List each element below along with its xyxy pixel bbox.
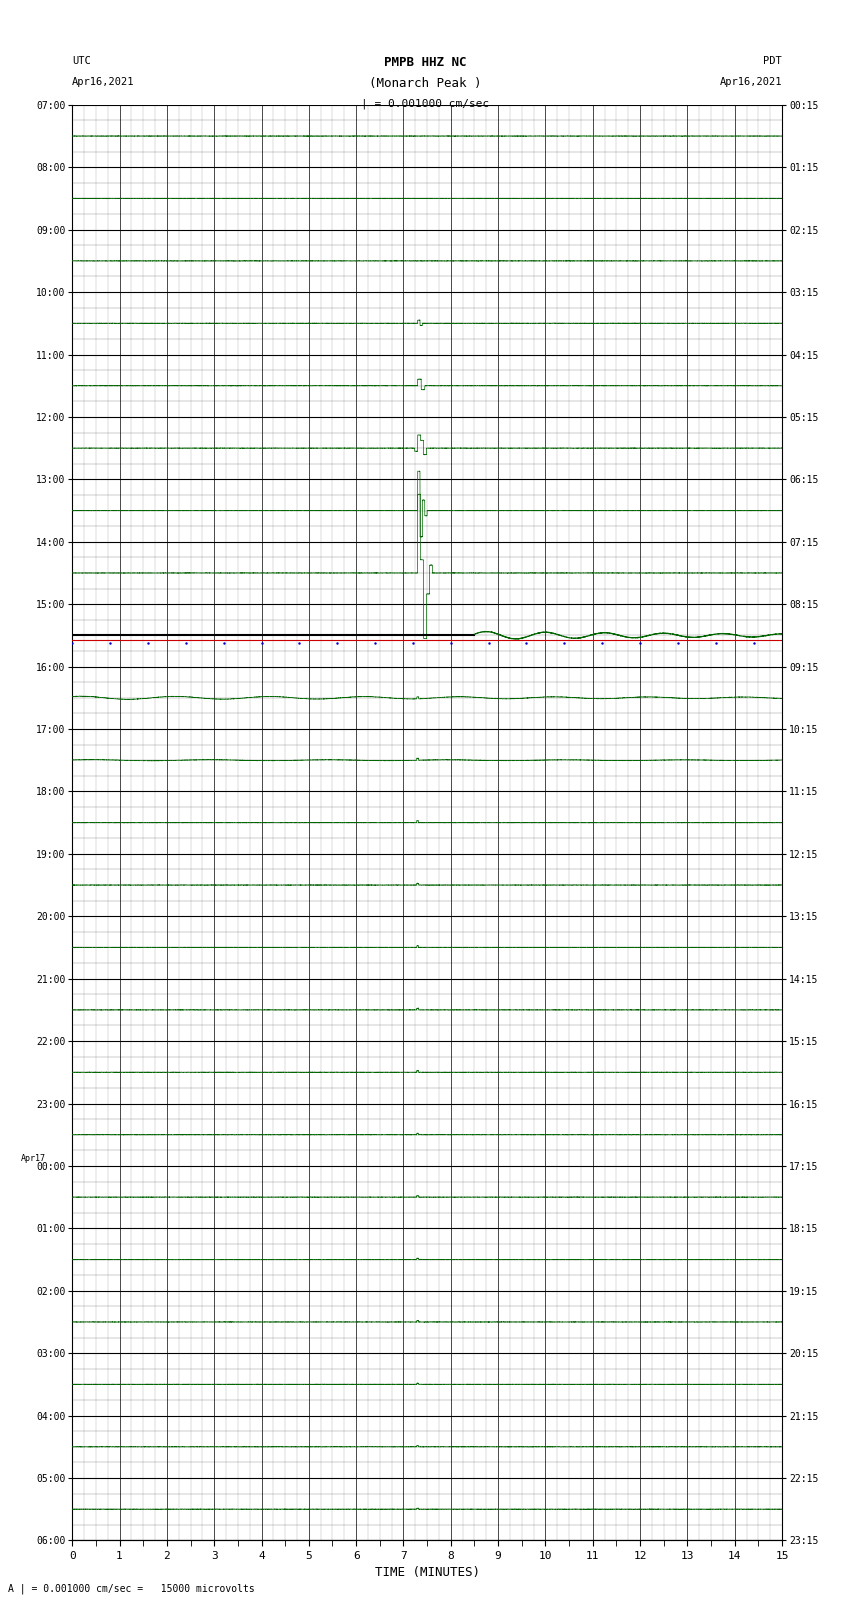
Text: A | = 0.001000 cm/sec =   15000 microvolts: A | = 0.001000 cm/sec = 15000 microvolts — [8, 1582, 255, 1594]
Text: | = 0.001000 cm/sec: | = 0.001000 cm/sec — [361, 98, 489, 110]
Text: Apr16,2021: Apr16,2021 — [72, 77, 135, 87]
Text: Apr16,2021: Apr16,2021 — [719, 77, 782, 87]
Text: PDT: PDT — [763, 56, 782, 66]
Text: Apr17: Apr17 — [21, 1153, 46, 1163]
Text: UTC: UTC — [72, 56, 91, 66]
Text: (Monarch Peak ): (Monarch Peak ) — [369, 77, 481, 90]
X-axis label: TIME (MINUTES): TIME (MINUTES) — [375, 1566, 479, 1579]
Text: PMPB HHZ NC: PMPB HHZ NC — [383, 56, 467, 69]
